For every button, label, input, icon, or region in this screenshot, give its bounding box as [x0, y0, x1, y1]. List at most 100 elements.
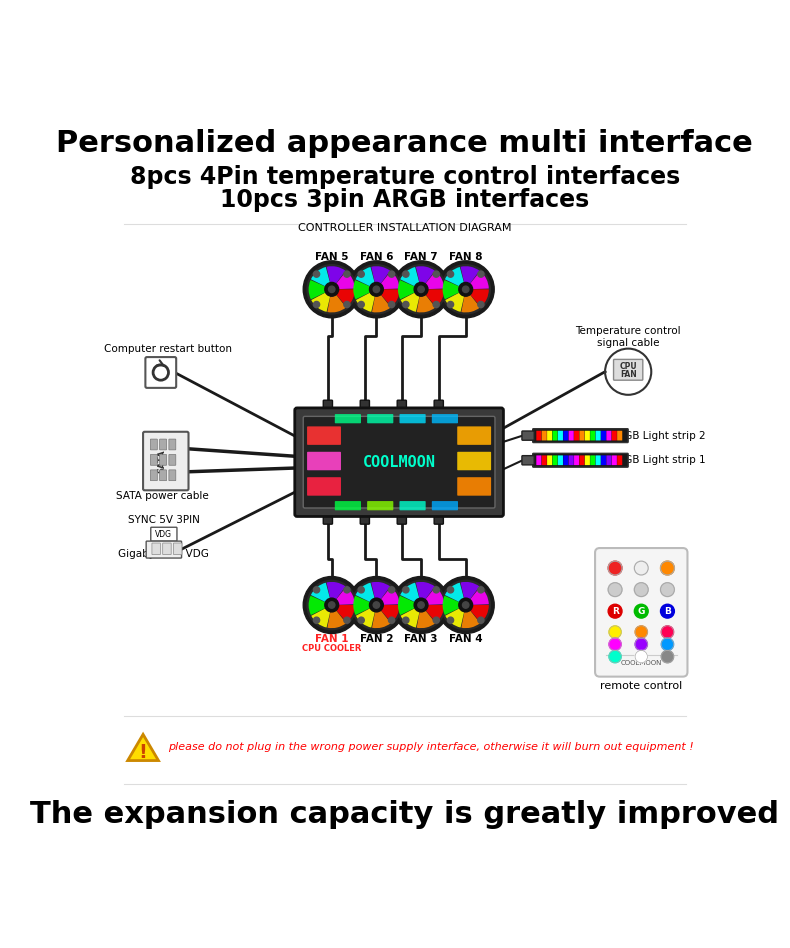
- FancyBboxPatch shape: [617, 455, 623, 465]
- Wedge shape: [446, 605, 466, 628]
- Text: Temperature control
signal cable: Temperature control signal cable: [575, 326, 681, 348]
- Wedge shape: [466, 271, 489, 289]
- FancyBboxPatch shape: [150, 439, 157, 450]
- Circle shape: [403, 301, 409, 307]
- Text: Computer restart button: Computer restart button: [104, 344, 232, 355]
- Polygon shape: [128, 735, 159, 760]
- FancyBboxPatch shape: [611, 430, 617, 441]
- Wedge shape: [466, 605, 489, 623]
- Circle shape: [344, 617, 350, 623]
- FancyBboxPatch shape: [160, 470, 167, 481]
- Text: B: B: [664, 607, 671, 615]
- FancyBboxPatch shape: [303, 416, 495, 508]
- FancyBboxPatch shape: [360, 514, 370, 524]
- Wedge shape: [326, 582, 345, 605]
- FancyBboxPatch shape: [150, 454, 157, 465]
- Wedge shape: [442, 280, 466, 300]
- Wedge shape: [376, 587, 400, 605]
- Wedge shape: [356, 267, 376, 289]
- Circle shape: [447, 271, 453, 277]
- Wedge shape: [421, 289, 444, 307]
- FancyBboxPatch shape: [522, 431, 534, 440]
- Circle shape: [478, 301, 484, 307]
- Circle shape: [314, 271, 320, 277]
- Circle shape: [447, 587, 453, 592]
- Circle shape: [414, 283, 428, 296]
- FancyBboxPatch shape: [400, 414, 426, 424]
- Circle shape: [635, 626, 648, 638]
- FancyBboxPatch shape: [607, 430, 611, 441]
- FancyBboxPatch shape: [307, 452, 341, 470]
- FancyBboxPatch shape: [563, 455, 568, 465]
- FancyBboxPatch shape: [169, 454, 176, 465]
- Wedge shape: [401, 583, 421, 605]
- Wedge shape: [376, 271, 400, 289]
- Circle shape: [608, 604, 622, 618]
- Wedge shape: [421, 587, 444, 605]
- FancyBboxPatch shape: [542, 455, 547, 465]
- Wedge shape: [376, 289, 400, 307]
- Wedge shape: [466, 289, 489, 307]
- Text: CPU COOLER: CPU COOLER: [302, 644, 361, 652]
- Circle shape: [433, 271, 439, 277]
- Wedge shape: [445, 583, 466, 605]
- Wedge shape: [332, 289, 355, 307]
- Text: !: !: [138, 742, 148, 761]
- Circle shape: [441, 580, 491, 629]
- Wedge shape: [311, 583, 332, 605]
- FancyBboxPatch shape: [532, 428, 628, 443]
- Wedge shape: [401, 605, 421, 628]
- Wedge shape: [309, 595, 332, 615]
- Text: Gigabyte 5V VDG: Gigabyte 5V VDG: [118, 549, 209, 559]
- Circle shape: [608, 583, 622, 596]
- FancyBboxPatch shape: [585, 430, 590, 441]
- Wedge shape: [353, 595, 376, 615]
- Circle shape: [325, 598, 339, 611]
- Circle shape: [478, 617, 484, 623]
- Circle shape: [370, 598, 383, 611]
- Wedge shape: [332, 605, 355, 623]
- FancyBboxPatch shape: [569, 455, 574, 465]
- Wedge shape: [376, 605, 400, 623]
- Circle shape: [478, 271, 484, 277]
- Circle shape: [660, 604, 675, 618]
- FancyBboxPatch shape: [595, 548, 687, 677]
- Wedge shape: [446, 289, 466, 312]
- Circle shape: [418, 602, 424, 609]
- Text: SATA power cable: SATA power cable: [116, 491, 209, 501]
- Circle shape: [478, 587, 484, 592]
- FancyBboxPatch shape: [574, 455, 579, 465]
- Wedge shape: [416, 289, 435, 313]
- Wedge shape: [461, 605, 480, 629]
- FancyBboxPatch shape: [435, 400, 443, 411]
- Circle shape: [314, 301, 320, 307]
- Circle shape: [447, 301, 453, 307]
- FancyBboxPatch shape: [367, 501, 393, 510]
- Circle shape: [635, 638, 648, 650]
- FancyBboxPatch shape: [596, 430, 600, 441]
- FancyBboxPatch shape: [536, 455, 541, 465]
- Wedge shape: [309, 280, 332, 300]
- Text: ARGB Light strip 2: ARGB Light strip 2: [611, 430, 706, 441]
- Circle shape: [462, 602, 469, 609]
- Text: COOLMOON: COOLMOON: [621, 660, 662, 665]
- Circle shape: [447, 617, 453, 623]
- Wedge shape: [398, 280, 421, 300]
- Circle shape: [348, 261, 404, 318]
- Circle shape: [397, 580, 446, 629]
- FancyBboxPatch shape: [295, 408, 503, 517]
- Wedge shape: [311, 289, 332, 312]
- Wedge shape: [356, 605, 376, 628]
- Text: SATA: SATA: [158, 449, 167, 473]
- FancyBboxPatch shape: [563, 430, 568, 441]
- FancyBboxPatch shape: [143, 431, 189, 490]
- Wedge shape: [311, 605, 332, 628]
- Wedge shape: [401, 289, 421, 312]
- Circle shape: [459, 283, 472, 296]
- FancyBboxPatch shape: [522, 456, 534, 465]
- Text: The expansion capacity is greatly improved: The expansion capacity is greatly improv…: [30, 800, 780, 829]
- FancyBboxPatch shape: [397, 514, 406, 524]
- FancyBboxPatch shape: [151, 527, 177, 541]
- Wedge shape: [371, 266, 390, 289]
- Text: FAN 7: FAN 7: [404, 252, 438, 262]
